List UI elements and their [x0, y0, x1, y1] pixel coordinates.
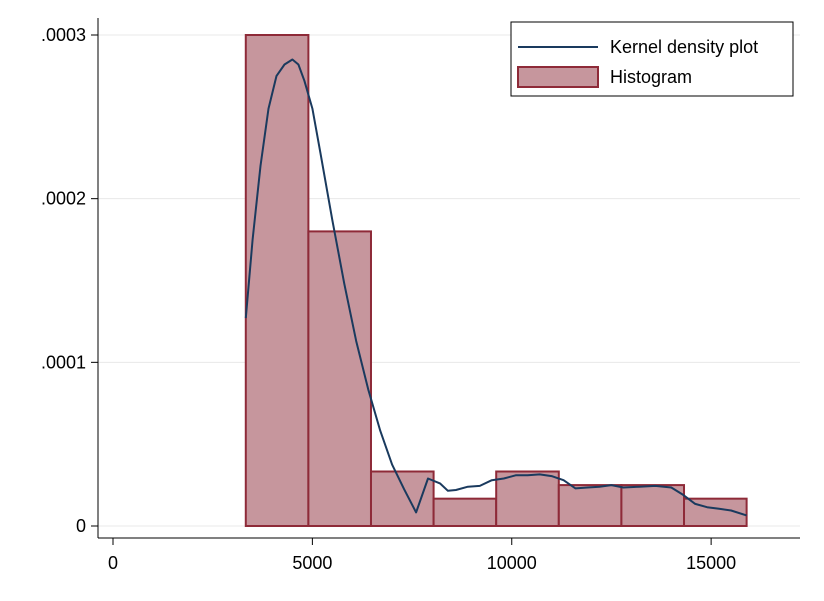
histogram-bar	[557, 484, 623, 528]
histogram-bar	[495, 470, 560, 527]
legend-label-histogram: Histogram	[610, 67, 692, 87]
x-axis-ticks: 0 5000 10000 15000	[108, 538, 736, 573]
legend-swatch-histogram	[517, 66, 599, 88]
axes	[97, 18, 800, 539]
x-tick-label: 15000	[686, 553, 736, 573]
histogram-bar	[244, 34, 310, 527]
y-tick-label: .0002	[41, 189, 86, 209]
histogram-bar	[620, 484, 686, 528]
y-tick-label: .0001	[41, 352, 86, 372]
histogram-bar	[432, 497, 498, 527]
histogram-bars	[244, 34, 748, 528]
legend: Kernel density plot Histogram	[510, 21, 794, 97]
y-tick-label: 0	[76, 516, 86, 536]
x-tick-label: 5000	[292, 553, 332, 573]
x-tick-label: 0	[108, 553, 118, 573]
kernel-density-layer	[244, 58, 747, 517]
legend-label-kernel-density: Kernel density plot	[610, 37, 758, 57]
x-tick-label: 10000	[487, 553, 537, 573]
kernel-density-line	[244, 58, 747, 517]
y-tick-label: .0003	[41, 25, 86, 45]
histogram-bar	[369, 470, 435, 527]
histogram-bar	[307, 230, 372, 527]
y-axis-ticks: 0 .0001 .0002 .0003	[41, 25, 98, 536]
